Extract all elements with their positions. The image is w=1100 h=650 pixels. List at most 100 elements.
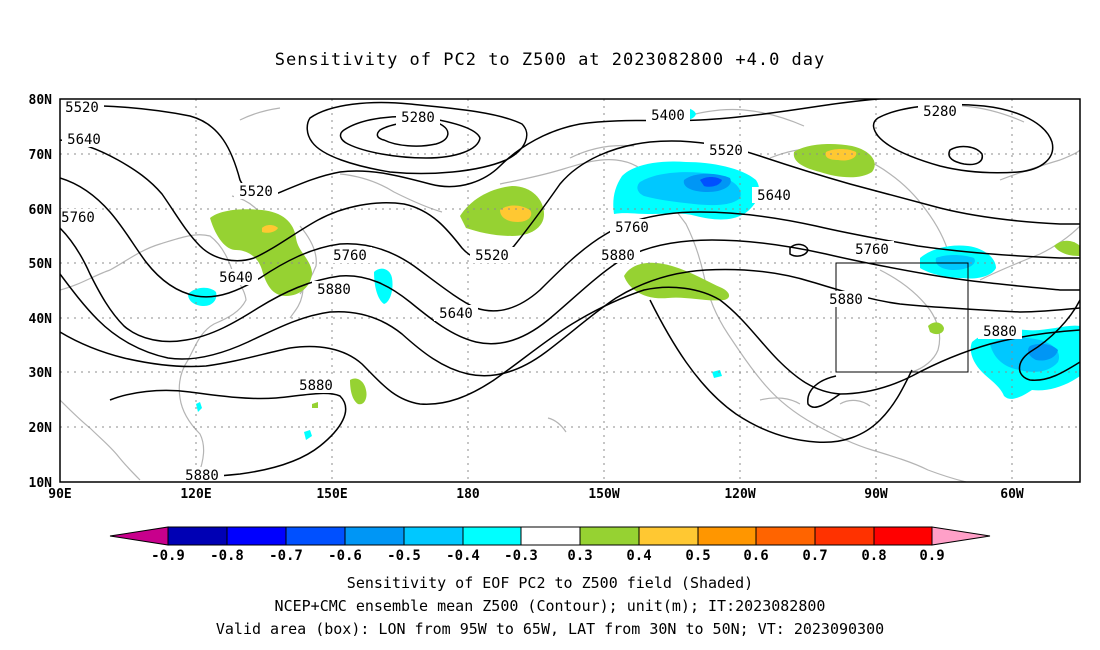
- colorbar-label: 0.5: [685, 548, 710, 564]
- lat-label: 70N: [29, 148, 53, 163]
- contour-label-text: 5400: [651, 108, 685, 124]
- z500-contours: [60, 99, 1080, 479]
- contour-label: 5880: [978, 323, 1022, 340]
- contour-label-text: 5280: [401, 110, 435, 126]
- caption-line-2: NCEP+CMC ensemble mean Z500 (Contour); u…: [274, 597, 826, 615]
- caption-line-3: Valid area (box): LON from 95W to 65W, L…: [215, 620, 885, 638]
- colorbar: [109, 526, 991, 546]
- contour-label: 5760: [56, 209, 100, 226]
- positive-peak-shading: [262, 149, 857, 233]
- contour-label: 5640: [62, 131, 106, 148]
- lon-label: 120E: [180, 487, 211, 502]
- colorbar-swatch: [344, 526, 405, 546]
- contour-label: 5760: [850, 241, 894, 258]
- colorbar-label: -0.5: [387, 548, 421, 564]
- contour-label-text: 5880: [601, 248, 635, 264]
- contour-label-text: 5880: [185, 468, 219, 484]
- contour-label: 5520: [470, 247, 514, 264]
- lat-label: 30N: [29, 366, 53, 381]
- colorbar-label: 0.3: [567, 548, 592, 564]
- colorbar-label: -0.8: [210, 548, 244, 564]
- lat-label: 80N: [29, 93, 53, 108]
- contour-label-text: 5640: [439, 306, 473, 322]
- colorbar-label: -0.6: [328, 548, 362, 564]
- colorbar-swatch: [638, 526, 699, 546]
- colorbar-label: -0.3: [504, 548, 538, 564]
- colorbar-label: 0.8: [861, 548, 886, 564]
- colorbar-left-arrow: [109, 526, 169, 546]
- contour-label: 5520: [60, 99, 104, 116]
- contour-label: 5880: [312, 281, 356, 298]
- colorbar-swatch: [520, 526, 581, 546]
- contour-label: 5880: [294, 377, 338, 394]
- contour-label-text: 5760: [333, 248, 367, 264]
- colorbar-swatch: [226, 526, 287, 546]
- colorbar-swatch: [814, 526, 875, 546]
- contour-label-text: 5520: [239, 184, 273, 200]
- colorbar-swatch: [873, 526, 933, 546]
- colorbar-swatch: [167, 526, 228, 546]
- lat-label: 10N: [29, 476, 53, 491]
- valid-area-box: [835, 262, 969, 373]
- contour-label: 5760: [328, 247, 372, 264]
- chart-title: Sensitivity of PC2 to Z500 at 2023082800…: [274, 50, 826, 70]
- lon-label: 150W: [588, 487, 619, 502]
- lon-label: 120W: [724, 487, 755, 502]
- lon-label: 150E: [316, 487, 347, 502]
- contour-label: 5880: [180, 467, 224, 484]
- contour-label-text: 5760: [855, 242, 889, 258]
- contour-label-text: 5880: [299, 378, 333, 394]
- colorbar-label: -0.9: [151, 548, 185, 564]
- contour-label: 5520: [704, 142, 748, 159]
- contour-label-text: 5880: [983, 324, 1017, 340]
- colorbar-swatch: [579, 526, 640, 546]
- lat-label: 20N: [29, 421, 53, 436]
- lat-label: 50N: [29, 257, 53, 272]
- colorbar-swatch: [285, 526, 346, 546]
- lon-label: 90W: [864, 487, 888, 502]
- plot-frame: [59, 98, 1081, 483]
- contour-label: 5880: [596, 247, 640, 264]
- contour-label: 5640: [214, 269, 258, 286]
- lat-label: 40N: [29, 312, 53, 327]
- lon-axis-labels: 90E 120E 150E 180 150W 120W 90W 60W: [48, 487, 1024, 502]
- contour-label: 5880: [824, 291, 868, 308]
- negative-peak-shading: [700, 177, 722, 187]
- colorbar-label: -0.4: [446, 548, 480, 564]
- colorbar-label: 0.4: [626, 548, 651, 564]
- contour-label-text: 5880: [317, 282, 351, 298]
- contour-label: 5280: [396, 109, 440, 126]
- sensitivity-shading: [188, 107, 1080, 440]
- colorbar-swatch: [697, 526, 757, 546]
- contour-label-text: 5520: [475, 248, 509, 264]
- contour-label-text: 5640: [219, 270, 253, 286]
- colorbar-swatch: [462, 526, 522, 546]
- lon-label: 180: [456, 487, 480, 502]
- contour-label-text: 5880: [829, 292, 863, 308]
- colorbar-right-arrow: [931, 526, 991, 546]
- contour-label: 5520: [234, 183, 278, 200]
- colorbar-labels: -0.9 -0.8 -0.7 -0.6 -0.5 -0.4 -0.3 0.3 0…: [151, 548, 945, 564]
- contour-label-text: 5640: [757, 188, 791, 204]
- caption-line-1: Sensitivity of EOF PC2 to Z500 field (Sh…: [346, 574, 754, 592]
- contour-label-text: 5640: [67, 132, 101, 148]
- contour-label: 5760: [610, 219, 654, 236]
- grid-lines: [60, 99, 1080, 482]
- contour-label: 5640: [752, 187, 796, 204]
- lon-label: 60W: [1000, 487, 1024, 502]
- lat-axis-labels: 80N 70N 60N 50N 40N 30N 20N 10N: [29, 93, 53, 491]
- contour-label: 5640: [434, 305, 478, 322]
- colorbar-label: 0.7: [802, 548, 827, 564]
- contour-label-text: 5280: [923, 104, 957, 120]
- lon-label: 90E: [48, 487, 71, 502]
- contour-label-text: 5760: [61, 210, 95, 226]
- colorbar-swatch: [755, 526, 816, 546]
- contour-label-text: 5520: [709, 143, 743, 159]
- contour-label-text: 5520: [65, 100, 99, 116]
- colorbar-label: 0.6: [743, 548, 768, 564]
- contour-label: 5400: [646, 107, 690, 124]
- contour-label: 5280: [918, 103, 962, 120]
- colorbar-label: 0.9: [919, 548, 944, 564]
- colorbar-label: -0.7: [269, 548, 303, 564]
- colorbar-swatch: [403, 526, 464, 546]
